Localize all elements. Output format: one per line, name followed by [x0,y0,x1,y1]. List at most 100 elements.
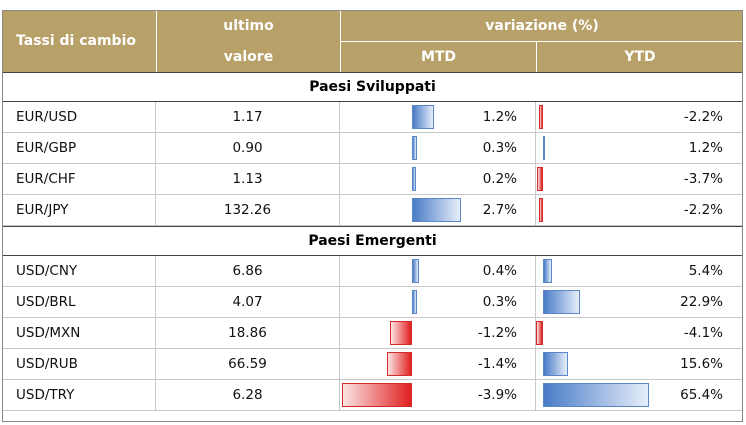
table-row: EUR/JPY 132.26 2.7% -2.2% [2,195,743,226]
header-pair-label: Tassi di cambio [16,33,136,49]
currency-pair: USD/MXN [2,318,156,348]
mtd-label: -3.9% [477,387,517,403]
last-value: 6.28 [156,380,340,410]
header-value-line2-label: valore [223,48,274,65]
mtd-label: 0.4% [482,263,517,279]
mtd-cell: -1.2% [340,318,536,348]
last-value: 66.59 [156,349,340,379]
section-header: Paesi Sviluppati [2,72,743,102]
fx-rates-table: Tassi di cambio ultimo valore variazione… [2,10,743,422]
mtd-bar [412,105,434,129]
header-value-line1: ultimo [157,10,340,41]
ytd-cell: -2.2% [536,102,743,132]
currency-pair: USD/TRY [2,380,156,410]
ytd-bar [543,290,581,314]
mtd-label: -1.2% [477,325,517,341]
ytd-bar [543,259,552,283]
ytd-bar [543,383,649,407]
currency-pair: USD/RUB [2,349,156,379]
section-header: Paesi Emergenti [2,226,743,256]
currency-pair: EUR/GBP [2,133,156,163]
currency-pair: USD/CNY [2,256,156,286]
last-value: 6.86 [156,256,340,286]
mtd-cell: -3.9% [340,380,536,410]
mtd-label: -1.4% [477,356,517,372]
header-vline-1 [156,10,157,72]
ytd-label: 22.9% [680,294,723,310]
currency-pair: EUR/JPY [2,195,156,225]
mtd-bar [412,259,420,283]
header-vline-2 [340,10,341,72]
mtd-label: 0.2% [482,171,517,187]
ytd-label: 65.4% [680,387,723,403]
table-row: USD/RUB 66.59 -1.4% 15.6% [2,349,743,380]
last-value: 1.13 [156,164,340,194]
header-mtd: MTD [341,42,536,72]
mtd-bar [412,136,418,160]
table-row: USD/BRL 4.07 0.3% 22.9% [2,287,743,318]
ytd-cell: 15.6% [536,349,743,379]
ytd-cell: -4.1% [536,318,743,348]
ytd-label: -3.7% [683,171,723,187]
header-vline-3 [536,42,537,72]
section-title: Paesi Emergenti [308,233,437,249]
ytd-cell: -3.7% [536,164,743,194]
ytd-bar [543,352,569,376]
ytd-bar [539,105,543,129]
header-ytd: YTD [537,42,743,72]
ytd-label: 5.4% [688,263,723,279]
mtd-bar [341,383,412,407]
mtd-cell: 0.3% [340,133,536,163]
mtd-cell: -1.4% [340,349,536,379]
mtd-bar [386,352,412,376]
table-row: USD/MXN 18.86 -1.2% -4.1% [2,318,743,349]
ytd-label: -2.2% [683,109,723,125]
mtd-label: 1.2% [482,109,517,125]
mtd-cell: 0.4% [340,256,536,286]
last-value: 1.17 [156,102,340,132]
ytd-cell: 65.4% [536,380,743,410]
ytd-label: 15.6% [680,356,723,372]
mtd-cell: 1.2% [340,102,536,132]
ytd-bar [537,167,543,191]
currency-pair: USD/BRL [2,287,156,317]
ytd-bar [539,198,543,222]
ytd-cell: -2.2% [536,195,743,225]
last-value: 132.26 [156,195,340,225]
header-variation-label: variazione (%) [485,17,599,34]
mtd-bar [390,321,412,345]
mtd-bar [412,167,416,191]
ytd-cell: 5.4% [536,256,743,286]
ytd-cell: 1.2% [536,133,743,163]
table-row: EUR/GBP 0.90 0.3% 1.2% [2,133,743,164]
last-value: 0.90 [156,133,340,163]
header-variation: variazione (%) [341,10,743,41]
header-value-line2: valore [157,41,340,72]
last-value: 18.86 [156,318,340,348]
last-value: 4.07 [156,287,340,317]
ytd-label: -2.2% [683,202,723,218]
ytd-bar [536,321,543,345]
mtd-cell: 0.2% [340,164,536,194]
header-ytd-label: YTD [624,49,656,65]
currency-pair: EUR/USD [2,102,156,132]
table-row: USD/TRY 6.28 -3.9% 65.4% [2,380,743,411]
table-row: EUR/USD 1.17 1.2% -2.2% [2,102,743,133]
table-row: USD/CNY 6.86 0.4% 5.4% [2,256,743,287]
ytd-label: -4.1% [683,325,723,341]
mtd-label: 0.3% [482,294,517,310]
mtd-label: 0.3% [482,140,517,156]
mtd-cell: 0.3% [340,287,536,317]
mtd-bar [412,198,461,222]
header-value-line1-label: ultimo [223,17,274,34]
mtd-label: 2.7% [482,202,517,218]
ytd-bar [543,136,545,160]
header-divider [341,41,743,42]
table-row: EUR/CHF 1.13 0.2% -3.7% [2,164,743,195]
header-pair: Tassi di cambio [2,10,156,72]
mtd-bar [412,290,418,314]
section-title: Paesi Sviluppati [309,79,436,95]
mtd-cell: 2.7% [340,195,536,225]
currency-pair: EUR/CHF [2,164,156,194]
header-mtd-label: MTD [420,49,457,65]
